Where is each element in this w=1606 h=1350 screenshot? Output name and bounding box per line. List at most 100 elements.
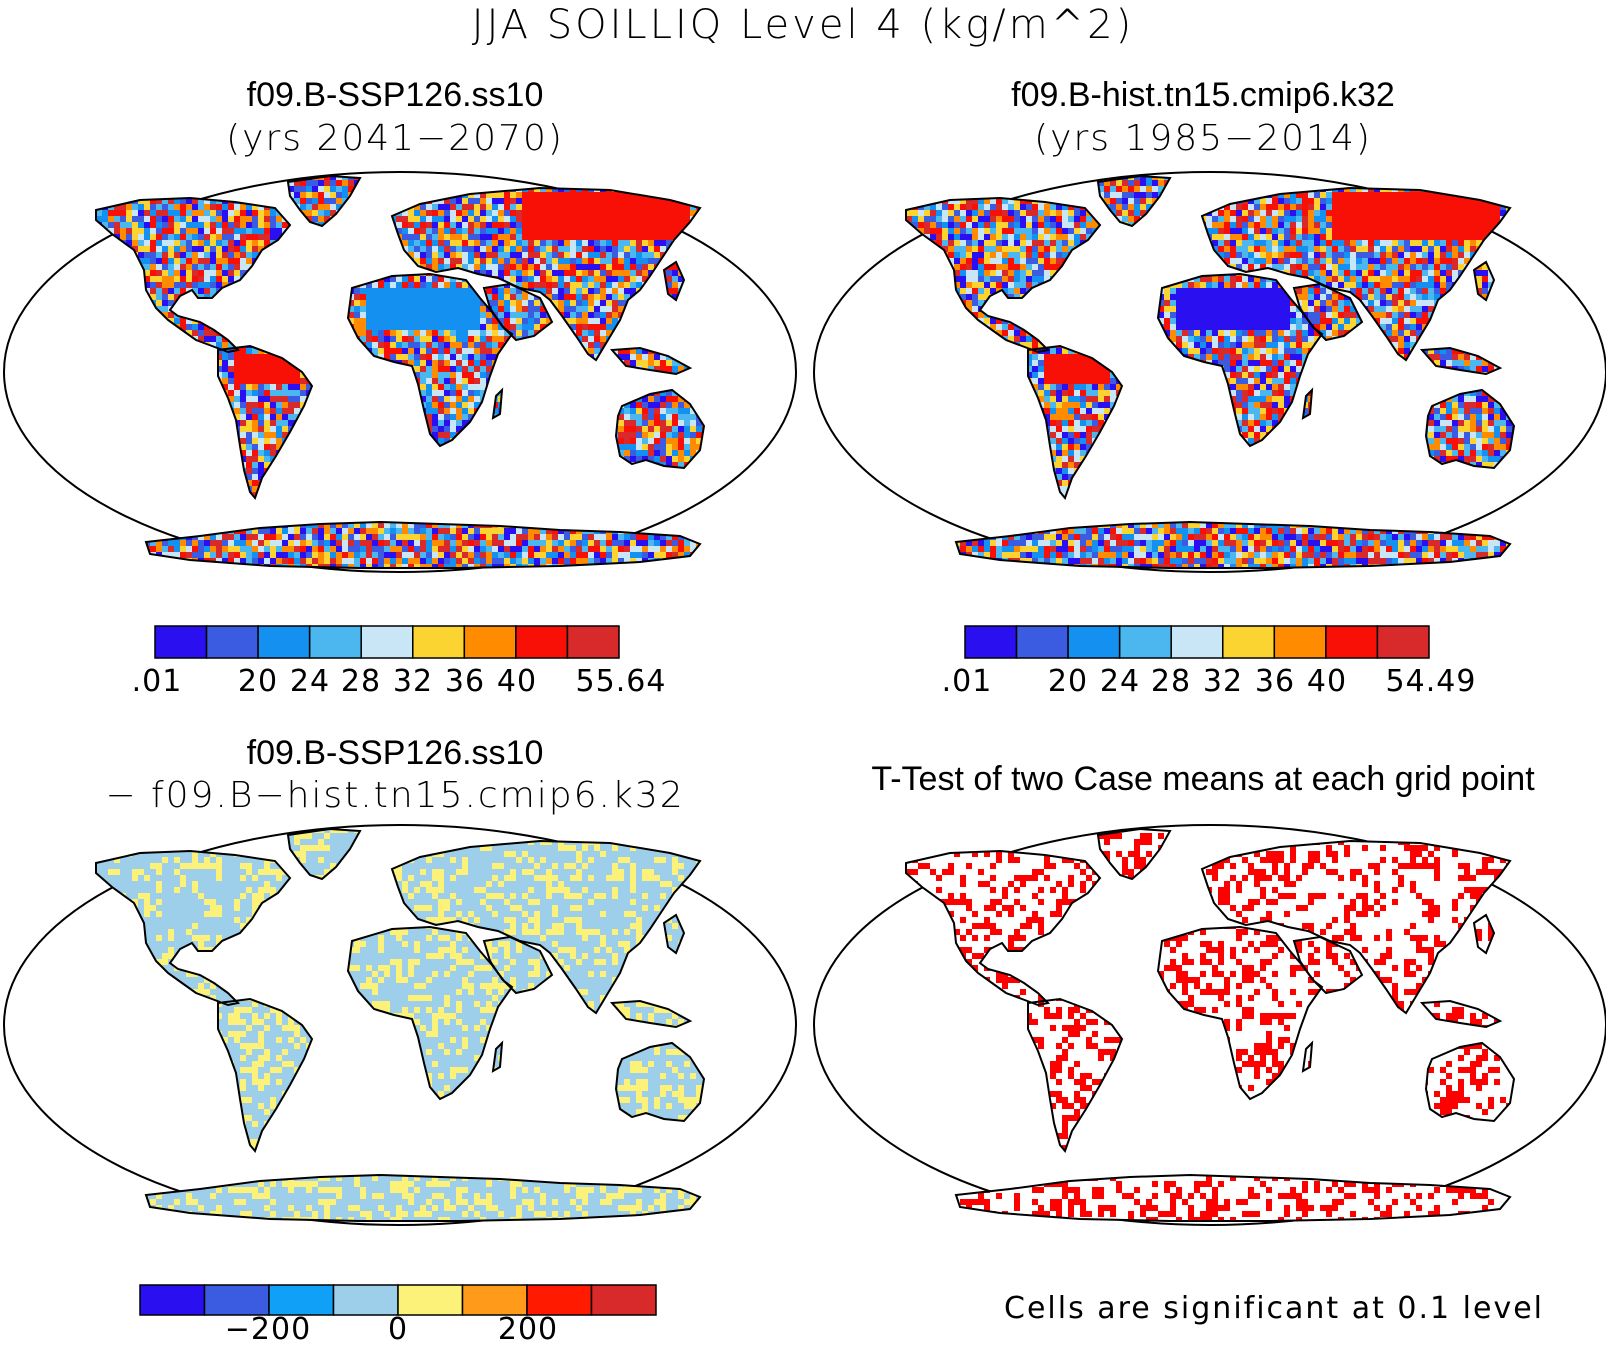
coastline-eurasia [1200, 186, 1512, 362]
colorbar-swatch [1325, 625, 1379, 659]
panel-bl-title: f09.B-SSP126.ss10 [0, 734, 790, 773]
cb-bl-label-1: −200 [225, 1312, 311, 1347]
map-panel-hist [813, 171, 1606, 573]
coastline-north-america [905, 196, 1102, 354]
colorbar-swatch [964, 625, 1018, 659]
coastline-arabia [1292, 282, 1364, 342]
coastline-arabia [482, 935, 554, 995]
panel-br-title: T-Test of two Case means at each grid po… [800, 760, 1606, 799]
colorbar-swatch [360, 625, 414, 659]
map-panel-difference [3, 824, 797, 1226]
coastline-australia [614, 388, 706, 470]
coastline-antarctica [144, 1173, 702, 1222]
coastline-eurasia [390, 186, 702, 362]
coastline-japan [662, 913, 686, 955]
colorbar-swatch [205, 625, 259, 659]
cb-bl-label-2: 0 [388, 1312, 408, 1347]
coastline-south-america [217, 997, 314, 1153]
panel-tr-subtitle: (yrs 1985−2014) [800, 118, 1606, 159]
coastline-australia [1424, 388, 1516, 470]
coastline-australia [614, 1041, 706, 1123]
colorbar-swatch [203, 1284, 270, 1316]
colorbar-swatch [1222, 625, 1276, 659]
cb-tl-label-3: 24 [290, 664, 330, 699]
coastline-south-america [1027, 997, 1124, 1153]
coastline-indonesia [609, 999, 693, 1029]
coastline-japan [662, 260, 686, 302]
coastline-madagascar [1301, 1040, 1314, 1073]
colorbar-swatch [308, 625, 362, 659]
colorbar-swatch [1118, 625, 1172, 659]
map-panel-ttest [813, 824, 1606, 1226]
panel-tr-title: f09.B-hist.tn15.cmip6.k32 [800, 76, 1606, 115]
colorbar-swatch [1015, 625, 1069, 659]
cb-tr-label-6: 36 [1255, 664, 1295, 699]
coastline-eurasia [390, 839, 702, 1015]
colorbar-swatch [1376, 625, 1430, 659]
cb-tr-label-8: 54.49 [1386, 664, 1477, 699]
coastline-arabia [1292, 935, 1364, 995]
cb-tl-label-4: 28 [341, 664, 381, 699]
coastline-greenland [1096, 827, 1172, 881]
map-panel-ssp126 [3, 171, 797, 573]
coastline-australia [1424, 1041, 1516, 1123]
cb-tl-label-8: 55.64 [576, 664, 667, 699]
coastline-antarctica [954, 1173, 1512, 1222]
colorbar-swatch [397, 1284, 464, 1316]
colorbar-swatch [463, 625, 517, 659]
coastline-eurasia [1200, 839, 1512, 1015]
colorbar-swatch [154, 625, 208, 659]
cb-tr-label-2: 20 [1048, 664, 1088, 699]
coastline-africa [346, 925, 514, 1101]
colorbar-swatch [590, 1284, 657, 1316]
coastline-africa [1156, 272, 1324, 448]
colorbar-swatch [332, 1284, 399, 1316]
coastline-greenland [286, 174, 362, 228]
cb-tl-label-2: 20 [238, 664, 278, 699]
coastline-japan [1472, 260, 1496, 302]
colorbar-swatch [257, 625, 311, 659]
colorbar-swatch [566, 625, 620, 659]
coastline-south-america [1027, 344, 1124, 500]
colorbar-swatch [1170, 625, 1224, 659]
coastline-africa [1156, 925, 1324, 1101]
panel-tl-title: f09.B-SSP126.ss10 [0, 76, 790, 115]
significance-note: Cells are significant at 0.1 level [1004, 1291, 1544, 1326]
colorbar-swatch [515, 625, 569, 659]
coastline-madagascar [491, 1040, 504, 1073]
coastline-arabia [482, 282, 554, 342]
coastline-antarctica [144, 520, 702, 569]
cb-tr-label-1: .01 [942, 664, 993, 699]
cb-tr-label-5: 32 [1203, 664, 1243, 699]
colorbar-hist [964, 625, 1430, 659]
colorbar-difference [139, 1284, 657, 1316]
colorbar-ssp126 [154, 625, 620, 659]
coastline-antarctica [954, 520, 1512, 569]
cb-tl-label-1: .01 [132, 664, 183, 699]
coastline-indonesia [1419, 999, 1503, 1029]
figure-title: JJA SOILLIQ Level 4 (kg/m^2) [0, 2, 1606, 48]
colorbar-swatch [139, 1284, 206, 1316]
colorbar-swatch [1273, 625, 1327, 659]
panel-bl-subtitle: − f09.B−hist.tn15.cmip6.k32 [0, 775, 790, 816]
coastline-madagascar [491, 387, 504, 420]
cb-tl-label-7: 40 [497, 664, 537, 699]
colorbar-swatch [461, 1284, 528, 1316]
coastline-north-america [95, 196, 292, 354]
coastline-madagascar [1301, 387, 1314, 420]
coastline-north-america [905, 849, 1102, 1007]
colorbar-swatch [1067, 625, 1121, 659]
cb-tr-label-7: 40 [1307, 664, 1347, 699]
cb-tr-label-4: 28 [1151, 664, 1191, 699]
colorbar-swatch [412, 625, 466, 659]
cb-bl-label-3: 200 [498, 1312, 558, 1347]
cb-tl-label-6: 36 [445, 664, 485, 699]
coastline-japan [1472, 913, 1496, 955]
panel-tl-subtitle: (yrs 2041−2070) [0, 118, 790, 159]
coastline-south-america [217, 344, 314, 500]
coastline-north-america [95, 849, 292, 1007]
colorbar-swatch [526, 1284, 593, 1316]
coastline-indonesia [1419, 346, 1503, 376]
cb-tl-label-5: 32 [393, 664, 433, 699]
coastline-greenland [286, 827, 362, 881]
